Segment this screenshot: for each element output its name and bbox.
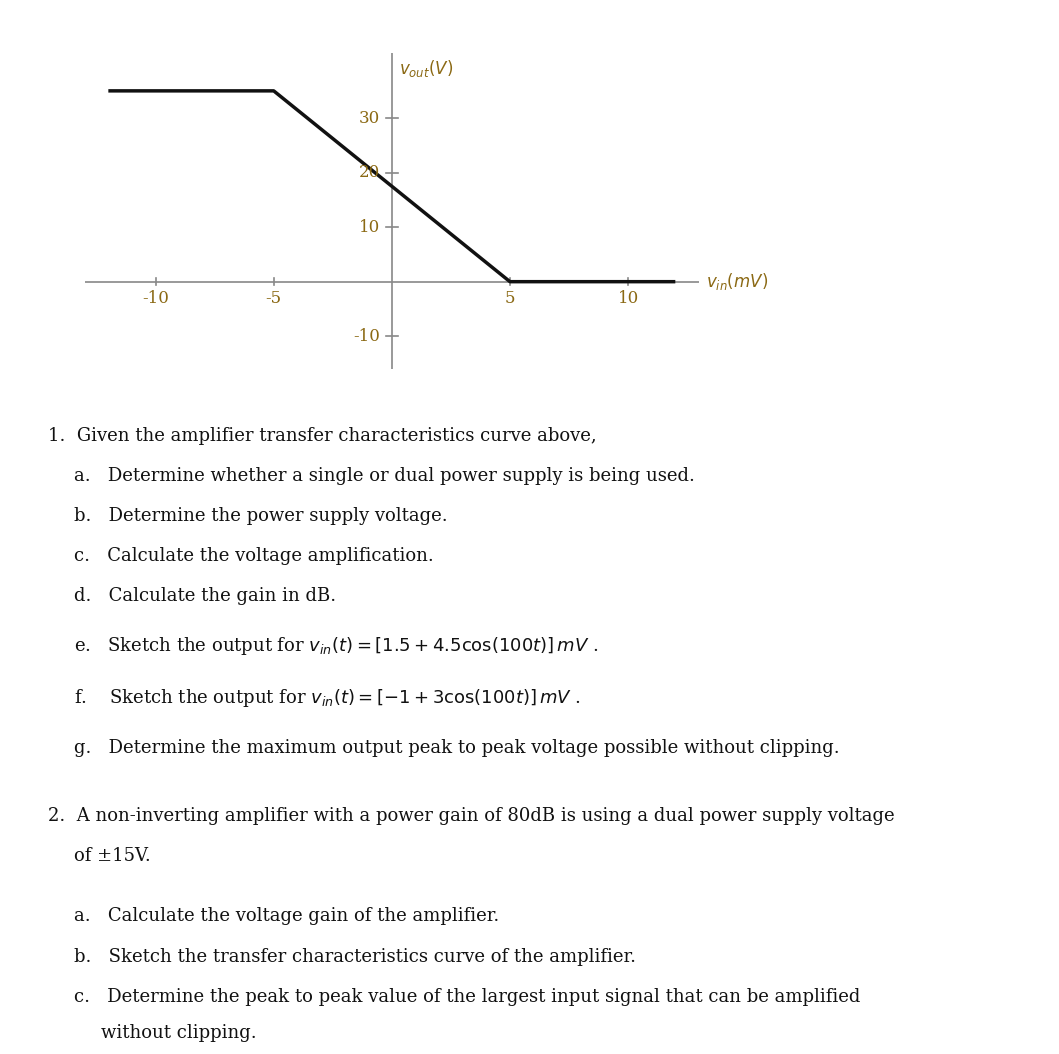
Text: 10: 10 — [617, 290, 639, 307]
Text: 5: 5 — [505, 290, 515, 307]
Text: g.   Determine the maximum output peak to peak voltage possible without clipping: g. Determine the maximum output peak to … — [74, 739, 840, 757]
Text: without clipping.: without clipping. — [101, 1023, 256, 1041]
Text: 2.  A non-inverting amplifier with a power gain of 80dB is using a dual power su: 2. A non-inverting amplifier with a powe… — [48, 807, 894, 825]
Text: of ±15V.: of ±15V. — [74, 847, 150, 865]
Text: a.   Calculate the voltage gain of the amplifier.: a. Calculate the voltage gain of the amp… — [74, 907, 500, 925]
Text: -10: -10 — [353, 328, 380, 345]
Text: 20: 20 — [359, 164, 380, 181]
Text: f.    Sketch the output for $v_{in}(t) = [-1 + 3\cos(100t)]\,mV$ .: f. Sketch the output for $v_{in}(t) = [-… — [74, 687, 581, 709]
Text: a.   Determine whether a single or dual power supply is being used.: a. Determine whether a single or dual po… — [74, 467, 695, 485]
Text: $\mathit{v_{out}(V)}$: $\mathit{v_{out}(V)}$ — [399, 58, 453, 79]
Text: b.   Determine the power supply voltage.: b. Determine the power supply voltage. — [74, 507, 448, 525]
Text: d.   Calculate the gain in dB.: d. Calculate the gain in dB. — [74, 587, 337, 605]
Text: $\mathit{v_{in}(mV)}$: $\mathit{v_{in}(mV)}$ — [706, 271, 768, 292]
Text: c.   Calculate the voltage amplification.: c. Calculate the voltage amplification. — [74, 547, 434, 565]
Text: b.   Sketch the transfer characteristics curve of the amplifier.: b. Sketch the transfer characteristics c… — [74, 948, 636, 965]
Text: -5: -5 — [266, 290, 282, 307]
Text: c.   Determine the peak to peak value of the largest input signal that can be am: c. Determine the peak to peak value of t… — [74, 988, 861, 1006]
Text: e.   Sketch the output for $v_{in}(t) = [1.5 + 4.5\cos(100t)]\,mV$ .: e. Sketch the output for $v_{in}(t) = [1… — [74, 636, 598, 657]
Text: 10: 10 — [359, 218, 380, 236]
Text: 1.  Given the amplifier transfer characteristics curve above,: 1. Given the amplifier transfer characte… — [48, 427, 596, 445]
Text: -10: -10 — [142, 290, 169, 307]
Text: 30: 30 — [359, 110, 380, 126]
